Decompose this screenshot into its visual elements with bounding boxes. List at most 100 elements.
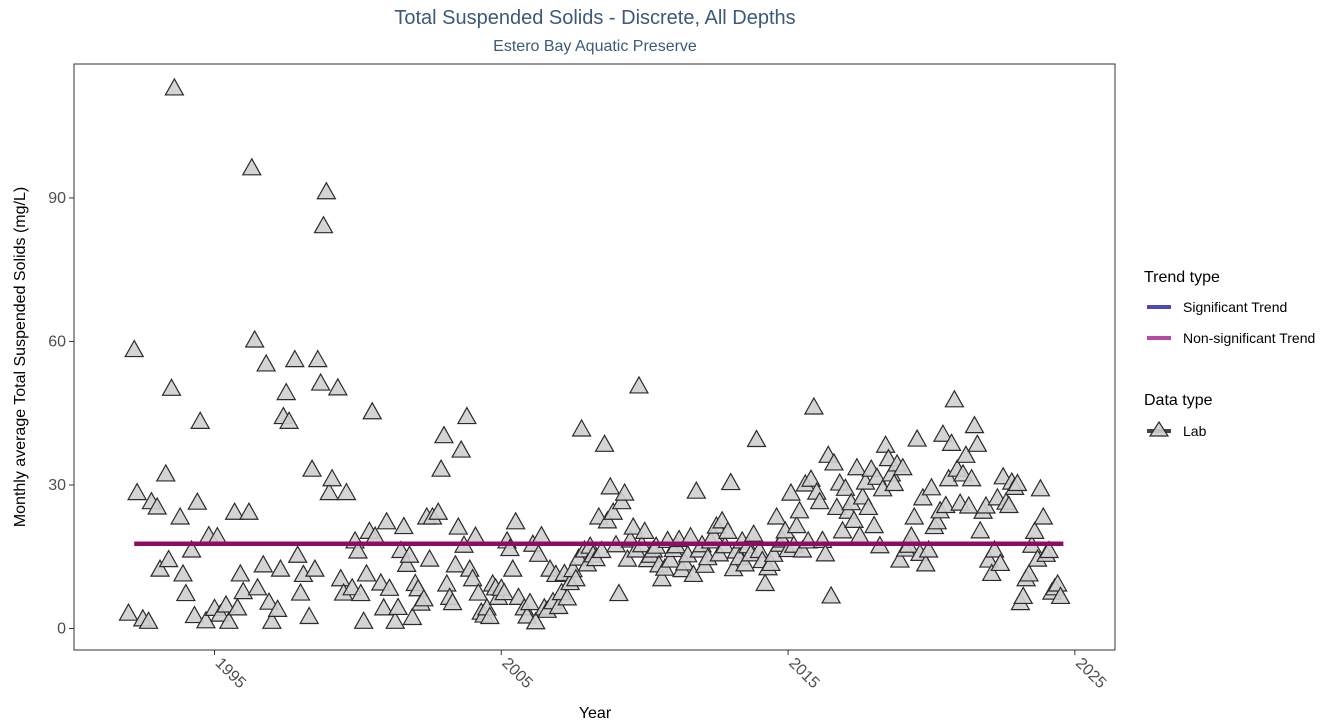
data-point-lab xyxy=(1050,586,1071,605)
data-point-lab xyxy=(190,411,211,429)
data-point-lab xyxy=(267,599,288,617)
data-point-lab xyxy=(600,476,621,495)
data-point-lab xyxy=(170,506,191,525)
data-point-lab xyxy=(780,482,801,501)
data-point-lab xyxy=(884,473,905,492)
data-point-lab xyxy=(175,583,196,602)
data-point-lab xyxy=(353,611,374,629)
data-point-lab xyxy=(396,554,417,572)
data-point-lab xyxy=(967,434,988,452)
y-tick-label: 0 xyxy=(57,620,66,637)
data-point-lab xyxy=(941,433,962,451)
legend-label-lab: Lab xyxy=(1183,423,1207,439)
chart-title: Total Suspended Solids - Discrete, All D… xyxy=(394,7,795,29)
data-point-lab xyxy=(835,478,856,496)
x-axis: 1995 2005 2015 2025 xyxy=(212,650,1109,692)
y-tick-label: 30 xyxy=(48,477,66,494)
data-point-lab xyxy=(118,602,139,621)
data-point-lab xyxy=(660,549,681,568)
y-tick-label: 60 xyxy=(48,333,66,350)
data-point-lab xyxy=(124,339,145,358)
data-point-lab xyxy=(809,491,830,510)
data-point-lab xyxy=(304,558,325,577)
data-point-lab xyxy=(1013,586,1034,605)
y-tick-label: 90 xyxy=(48,190,66,207)
data-point-lab xyxy=(594,434,615,452)
data-point-lab xyxy=(241,157,262,176)
data-point-lab xyxy=(399,545,420,563)
data-point-lab xyxy=(935,495,956,514)
data-point-lab xyxy=(866,467,888,485)
data-point-lab xyxy=(803,396,824,415)
data-point-lab xyxy=(172,563,194,582)
data-point-lab xyxy=(161,378,182,396)
data-point-lab xyxy=(284,349,305,368)
data-point-lab xyxy=(846,457,867,476)
data-point-lab xyxy=(634,521,655,539)
data-point-lab xyxy=(158,549,179,568)
data-point-lab xyxy=(800,468,822,487)
data-point-lab xyxy=(322,468,343,487)
legend: Trend type Significant Trend Non-signifi… xyxy=(1144,269,1315,439)
data-point-lab xyxy=(431,458,452,477)
y-axis: 0 30 60 90 xyxy=(48,190,74,637)
x-axis-title: Year xyxy=(579,705,612,722)
data-point-lab xyxy=(350,583,371,602)
x-tick-label: 2015 xyxy=(785,655,822,692)
data-point-lab xyxy=(792,539,813,558)
data-point-lab xyxy=(164,77,185,96)
data-point-lab xyxy=(984,539,1005,558)
data-point-lab xyxy=(224,502,245,520)
data-point-lab xyxy=(138,611,159,629)
data-point-lab xyxy=(155,463,176,482)
legend-label-significant: Significant Trend xyxy=(1183,299,1287,315)
data-point-lab xyxy=(276,382,297,401)
data-point-lab xyxy=(832,520,853,539)
data-point-lab xyxy=(376,511,397,530)
data-point-lab xyxy=(789,500,810,519)
data-point-lab xyxy=(519,592,541,611)
data-point-lab xyxy=(127,482,148,501)
data-point-lab xyxy=(1039,540,1060,559)
data-point-lab xyxy=(964,415,985,434)
data-point-lab xyxy=(864,515,885,534)
legend-label-nonsignificant: Non-significant Trend xyxy=(1183,330,1315,346)
data-point-lab xyxy=(927,511,948,530)
data-point-lab xyxy=(528,544,549,562)
data-point-lab xyxy=(981,563,1002,582)
data-point-lab xyxy=(290,582,311,601)
data-point-lab xyxy=(230,563,251,582)
legend-title-data: Data type xyxy=(1144,392,1213,409)
data-point-lab xyxy=(233,581,254,600)
data-point-lab xyxy=(402,607,423,626)
data-point-lab xyxy=(187,491,208,510)
data-point-lab xyxy=(442,592,463,611)
x-tick-label: 1995 xyxy=(212,655,249,692)
data-point-lab xyxy=(195,610,216,629)
data-point-lab xyxy=(270,558,291,577)
data-point-lab xyxy=(388,597,409,616)
data-point-lab xyxy=(505,511,526,530)
data-point-lab xyxy=(597,510,618,529)
data-point-lab xyxy=(875,435,896,453)
data-point-lab xyxy=(683,564,704,583)
data-point-lab xyxy=(215,594,237,613)
data-point-lab xyxy=(623,516,644,535)
data-point-lab xyxy=(433,425,454,444)
data-point-lab xyxy=(379,578,400,596)
data-point-lab xyxy=(502,558,523,577)
data-point-lab xyxy=(499,538,520,557)
data-point-lab xyxy=(1007,473,1028,492)
data-point-lab xyxy=(955,445,976,463)
data-point-lab xyxy=(494,582,515,601)
data-point-lab xyxy=(548,596,569,615)
data-point-lab xyxy=(821,585,842,604)
legend-title-trend: Trend type xyxy=(1144,269,1220,286)
data-point-lab xyxy=(327,377,348,396)
data-point-lab xyxy=(717,521,738,539)
data-point-lab xyxy=(356,563,377,582)
data-point-lab xyxy=(617,548,638,567)
data-point-lab xyxy=(1024,521,1045,539)
x-tick-label: 2005 xyxy=(498,655,535,692)
